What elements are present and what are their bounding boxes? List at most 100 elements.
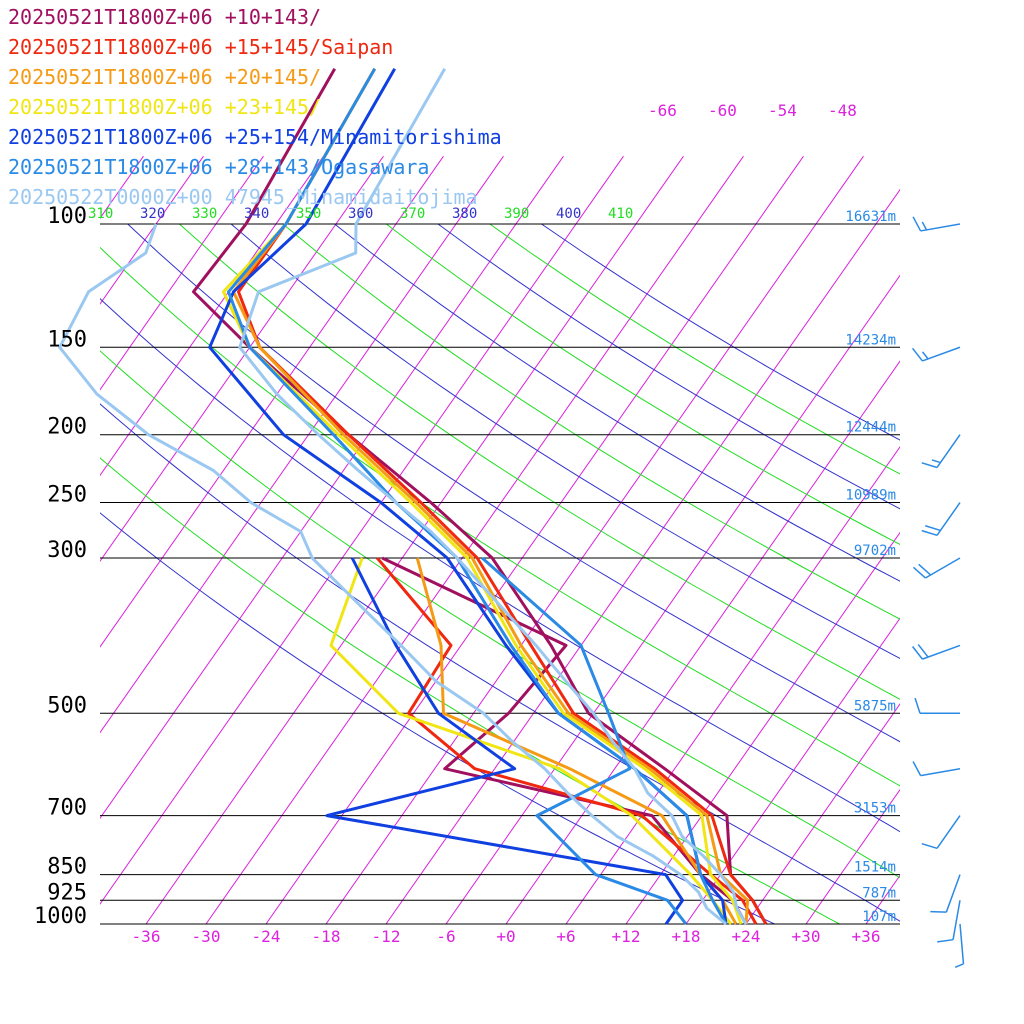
legend-entry: 20250521T1800Z+06 +23+145/ bbox=[8, 95, 321, 119]
pressure-label: 1000 bbox=[34, 904, 87, 929]
isotherm-line bbox=[505, 360, 900, 924]
barb-staff bbox=[936, 815, 961, 849]
theta-e-curve bbox=[437, 223, 900, 510]
isotherm-lines bbox=[0, 155, 1024, 924]
temperature-line bbox=[227, 67, 728, 925]
theta-e-label: 310 bbox=[88, 206, 113, 222]
barb-flag bbox=[921, 462, 938, 469]
dewpoint-line bbox=[381, 556, 748, 925]
isotherm-label: -48 bbox=[828, 101, 857, 120]
theta-e-curve bbox=[489, 223, 900, 475]
isotherm-line bbox=[685, 617, 900, 924]
pressure-label: 250 bbox=[47, 483, 87, 508]
legend: 20250521T1800Z+06 +10+143/20250521T1800Z… bbox=[8, 5, 502, 209]
height-label: 9702m bbox=[854, 543, 896, 559]
x-tick-label: -24 bbox=[252, 927, 281, 946]
x-tick-label: -18 bbox=[312, 927, 341, 946]
dewpoint-line bbox=[58, 223, 727, 926]
pressure-label: 850 bbox=[47, 855, 87, 880]
barb-staff bbox=[936, 434, 961, 468]
barb-flag bbox=[912, 216, 922, 232]
legend-entry: 20250521T1800Z+06 +28+143/Ogasawara bbox=[8, 155, 429, 179]
pressure-label: 925 bbox=[47, 880, 87, 905]
isotherm-line bbox=[100, 155, 564, 820]
height-label: 1514m bbox=[854, 860, 896, 876]
legend-entry: 20250521T1800Z+06 +25+154/Minamitorishim… bbox=[8, 125, 502, 149]
theta-e-label: 390 bbox=[504, 206, 529, 222]
isotherm-line bbox=[625, 531, 900, 924]
barb-staff bbox=[920, 767, 961, 777]
pressure-label: 100 bbox=[47, 204, 87, 229]
wind-barb bbox=[912, 557, 961, 579]
height-label: 107m bbox=[862, 909, 896, 925]
wind-barb bbox=[912, 216, 961, 232]
x-tick-label: +36 bbox=[852, 927, 881, 946]
theta-e-label: 360 bbox=[348, 206, 373, 222]
barb-staff bbox=[922, 644, 961, 660]
isotherm-line bbox=[745, 703, 900, 924]
x-tick-label: -12 bbox=[372, 927, 401, 946]
legend-entry: 20250521T1800Z+06 +15+145/Saipan bbox=[8, 35, 393, 59]
isotherm-line bbox=[265, 155, 804, 924]
theta-e-label: 410 bbox=[608, 206, 633, 222]
isotherm-line bbox=[205, 155, 744, 924]
isotherm-line bbox=[926, 156, 1024, 924]
theta-e-label: 380 bbox=[452, 206, 477, 222]
barb-flag bbox=[921, 529, 938, 537]
barb-staff bbox=[920, 223, 961, 232]
barb-staff bbox=[924, 557, 961, 579]
isotherm-line bbox=[445, 274, 900, 924]
barb-flag bbox=[924, 525, 941, 532]
isotherm-label: -54 bbox=[768, 101, 797, 120]
theta-e-curve bbox=[100, 512, 775, 924]
barb-flag bbox=[912, 566, 926, 579]
pressure-label: 200 bbox=[47, 415, 87, 440]
temperature-line bbox=[238, 67, 748, 925]
height-label: 16631m bbox=[845, 209, 896, 225]
temperature-line bbox=[222, 67, 743, 925]
barb-flag bbox=[921, 842, 938, 850]
theta-e-label: 340 bbox=[244, 206, 269, 222]
height-label: 5875m bbox=[854, 698, 896, 714]
axis-labels: 100 16631m 150 14234m 200 12444m 250 10989m 300 9… bbox=[34, 101, 896, 946]
x-tick-label: +18 bbox=[672, 927, 701, 946]
barb-flag bbox=[917, 644, 929, 658]
wind-barb bbox=[954, 923, 965, 969]
height-label: 14234m bbox=[845, 332, 896, 348]
pressure-label: 700 bbox=[47, 796, 87, 821]
temperature-line bbox=[237, 67, 768, 925]
legend-entry: 20250521T1800Z+06 +10+143/ bbox=[8, 5, 321, 29]
barb-flag bbox=[930, 910, 947, 913]
barb-flag bbox=[921, 221, 928, 231]
isotherm-line bbox=[100, 155, 264, 391]
height-label: 12444m bbox=[845, 420, 896, 436]
wind-barbs bbox=[911, 216, 965, 969]
theta-e-label: 350 bbox=[296, 206, 321, 222]
barb-flag bbox=[921, 351, 929, 360]
barb-flag bbox=[954, 963, 964, 969]
barb-flag bbox=[912, 761, 922, 777]
wind-barb bbox=[921, 815, 961, 850]
x-tick-label: -36 bbox=[132, 927, 161, 946]
wind-barb bbox=[921, 434, 961, 469]
x-tick-label: +30 bbox=[792, 927, 821, 946]
sounding-profiles bbox=[58, 67, 768, 926]
theta-e-label: 400 bbox=[556, 206, 581, 222]
isotherm-line bbox=[100, 155, 444, 648]
theta-e-curve bbox=[100, 350, 900, 879]
isotherm-line bbox=[100, 155, 504, 734]
isotherm-line bbox=[100, 155, 624, 905]
wind-barb bbox=[930, 874, 961, 913]
x-tick-label: +24 bbox=[732, 927, 761, 946]
dewpoint-line bbox=[325, 557, 685, 925]
barb-flag bbox=[937, 938, 954, 943]
theta-e-curve bbox=[100, 298, 900, 833]
wind-barb bbox=[921, 502, 961, 537]
x-tick-label: -30 bbox=[192, 927, 221, 946]
pressure-label: 150 bbox=[47, 327, 87, 352]
barb-flag bbox=[911, 347, 924, 362]
dewpoint-line bbox=[329, 557, 733, 925]
isotherm-line bbox=[0, 156, 23, 924]
theta-e-label: 330 bbox=[192, 206, 217, 222]
